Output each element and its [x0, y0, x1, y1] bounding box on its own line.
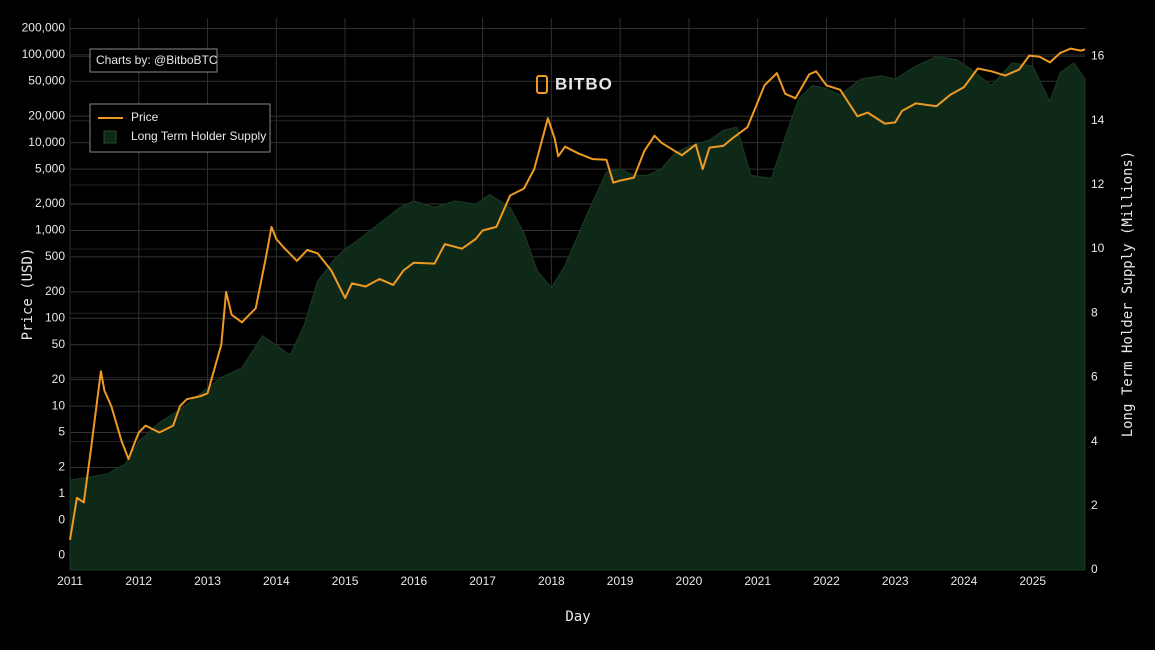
y2-tick-label: 6: [1091, 370, 1098, 384]
x-tick-label: 2014: [263, 574, 290, 588]
y-tick-label: 0: [58, 513, 65, 527]
x-tick-label: 2022: [813, 574, 840, 588]
plot-area: [69, 18, 1086, 571]
x-tick-label: 2021: [744, 574, 771, 588]
y2-tick-label: 8: [1091, 305, 1098, 319]
y2-axis-title: Long Term Holder Supply (Millions): [1120, 151, 1136, 438]
y-tick-label: 5,000: [35, 161, 65, 175]
x-tick-label: 2013: [194, 574, 221, 588]
y2-tick-label: 10: [1091, 241, 1105, 255]
legend: Price Long Term Holder Supply: [89, 103, 271, 153]
x-tick-label: 2011: [57, 574, 83, 588]
y-tick-label: 1,000: [35, 223, 65, 237]
y-axis-title: Price (USD): [20, 248, 36, 341]
line: [69, 47, 1086, 540]
brand-logo: BITBO: [536, 74, 613, 94]
legend-box: [89, 103, 271, 153]
x-tick-label: 2023: [882, 574, 909, 588]
x-tick-label: 2024: [951, 574, 978, 588]
legend-label: Long Term Holder Supply: [131, 129, 266, 143]
x-tick-label: 2019: [607, 574, 634, 588]
legend-swatch: [103, 130, 117, 144]
y-tick-label: 10,000: [28, 135, 65, 149]
brand-name: BITBO: [555, 74, 613, 93]
y-tick-label: 10: [52, 398, 66, 412]
y-tick-label: 2: [58, 460, 65, 474]
y2-tick-label: 16: [1091, 49, 1105, 63]
y-tick-label: 0: [58, 547, 65, 561]
x-tick-label: 2017: [469, 574, 496, 588]
y-tick-label: 2,000: [35, 196, 65, 210]
y-tick-label: 1: [58, 486, 65, 500]
y-tick-label: 100,000: [22, 47, 66, 61]
y2-tick-label: 4: [1091, 434, 1098, 448]
x-tick-label: 2020: [676, 574, 703, 588]
y-tick-label: 50,000: [28, 73, 65, 87]
y2-tick-label: 14: [1091, 113, 1105, 127]
y-tick-label: 50: [52, 337, 66, 351]
x-tick-label: 2012: [125, 574, 152, 588]
y2-tick-label: 2: [1091, 498, 1098, 512]
y-tick-label: 20: [52, 372, 66, 386]
x-tick-label: 2018: [538, 574, 565, 588]
legend-label: Price: [131, 110, 159, 124]
x-tick-label: 2016: [400, 574, 427, 588]
x-tick-label: 2025: [1019, 574, 1046, 588]
y-tick-label: 100: [45, 310, 65, 324]
y-tick-label: 200: [45, 284, 65, 298]
logo-icon: [536, 75, 548, 94]
x-axis-title: Day: [565, 609, 590, 625]
y-tick-label: 5: [58, 425, 65, 439]
y2-tick-label: 12: [1091, 177, 1105, 191]
credit-box: [89, 48, 218, 73]
x-tick-label: 2015: [332, 574, 359, 588]
y-tick-label: 20,000: [28, 108, 65, 122]
area: [69, 55, 1086, 571]
credit: Charts by: @BitboBTC: [96, 53, 218, 67]
y2-tick-label: 0: [1091, 562, 1098, 576]
y-tick-label: 200,000: [22, 21, 66, 35]
y-tick-label: 500: [45, 249, 65, 263]
